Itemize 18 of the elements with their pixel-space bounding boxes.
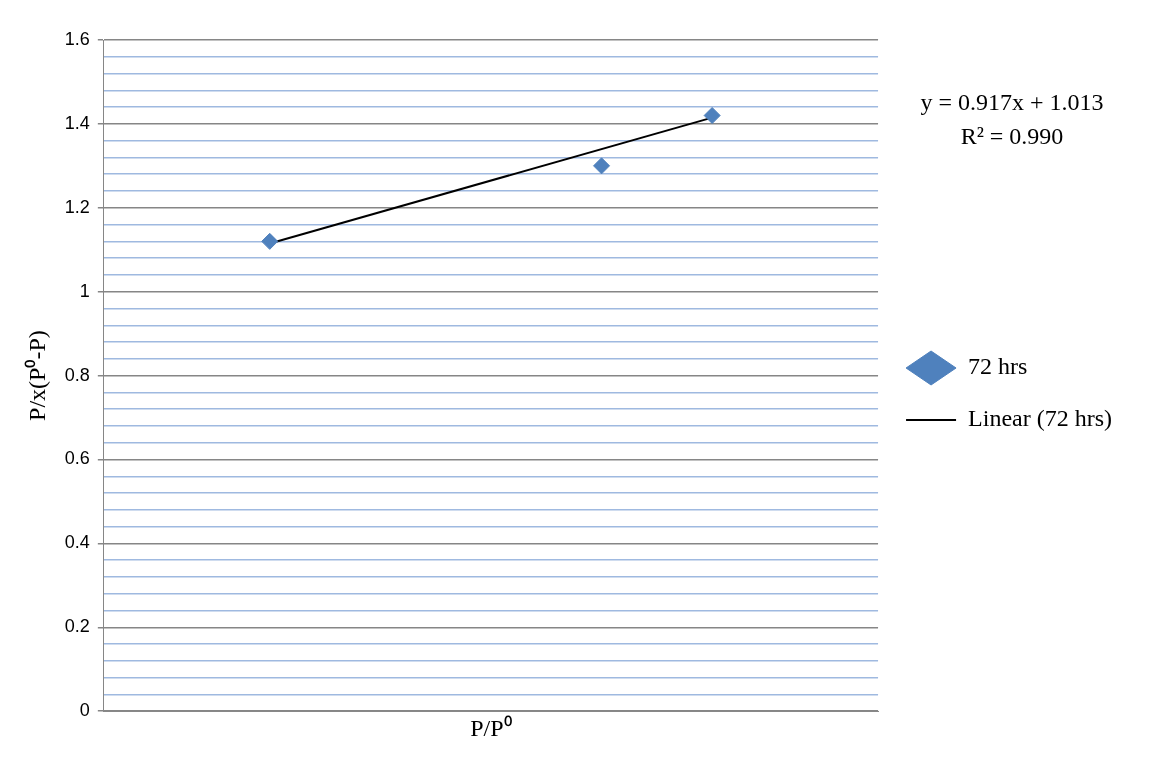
- text: R² = 0.990: [960, 123, 1064, 150]
- x-axis-title: P/P⁰: [470, 714, 512, 741]
- y-axis-title: P/x(P⁰-P): [23, 330, 50, 421]
- y-tick-label: 1.6: [64, 28, 90, 49]
- point: [593, 157, 611, 175]
- y-tick-label: 0: [79, 700, 90, 721]
- y-tick-label: 1.4: [64, 112, 90, 133]
- legend-label: Linear (72 hrs): [968, 405, 1113, 432]
- y-tick-label: 0.2: [64, 616, 90, 637]
- y-tick-label: 0.8: [64, 364, 90, 385]
- point: [261, 232, 279, 250]
- point: [703, 107, 721, 125]
- text: y = 0.917x + 1.013: [920, 89, 1104, 116]
- y-tick-label: 1: [79, 280, 90, 301]
- legend-label: 72 hrs: [968, 353, 1028, 380]
- y-tick-label: 1.2: [64, 196, 90, 217]
- y-tick-label: 0.4: [64, 532, 90, 553]
- y-tick-label: 0.6: [64, 448, 90, 469]
